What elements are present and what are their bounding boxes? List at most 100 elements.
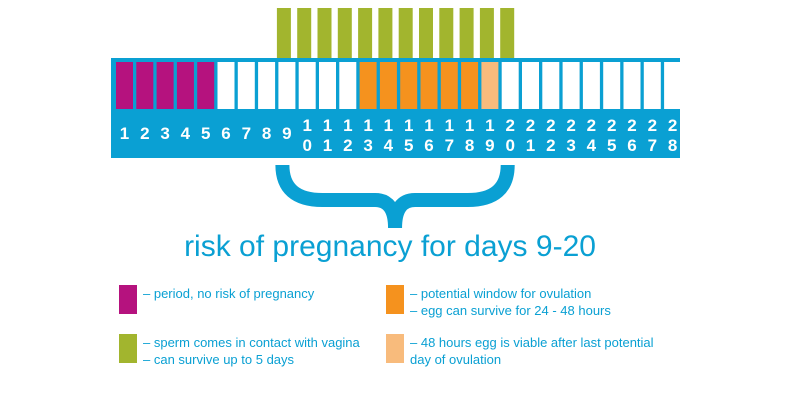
sperm-bar-day-10 bbox=[297, 8, 312, 58]
day-cell-14 bbox=[379, 62, 397, 109]
day-cell-12 bbox=[339, 62, 357, 109]
legend-ovulation: – potential window for ovulation – egg c… bbox=[386, 285, 611, 319]
day-label-28-ones: 8 bbox=[668, 136, 677, 155]
day-label-22-ones: 2 bbox=[546, 136, 555, 155]
legend-sperm-line-2: – can survive up to 5 days bbox=[143, 352, 295, 367]
day-label-15-tens: 1 bbox=[404, 116, 413, 135]
day-label-8: 8 bbox=[262, 124, 271, 143]
legend-period-swatch bbox=[119, 285, 137, 314]
day-label-5: 5 bbox=[201, 124, 210, 143]
day-cell-10 bbox=[298, 62, 316, 109]
sperm-bar-day-19 bbox=[479, 8, 494, 58]
legend-ovulation-line-1: – potential window for ovulation bbox=[410, 286, 592, 301]
sperm-bar-day-12 bbox=[337, 8, 352, 58]
day-label-16-tens: 1 bbox=[424, 116, 433, 135]
legend-period-line-1: – period, no risk of pregnancy bbox=[143, 286, 315, 301]
day-label-23-tens: 2 bbox=[566, 116, 575, 135]
day-cell-5 bbox=[197, 62, 215, 109]
risk-title: risk of pregnancy for days 9-20 bbox=[184, 230, 596, 263]
day-numbers: 1 2 3 4 5 6 7 8 9 1011121314151617181920212223242… bbox=[120, 116, 678, 155]
day-label-25-tens: 2 bbox=[607, 116, 616, 135]
day-cell-9 bbox=[278, 62, 296, 109]
sperm-bar-day-16 bbox=[419, 8, 433, 58]
day-label-18-ones: 8 bbox=[465, 136, 474, 155]
day-cell-22 bbox=[542, 62, 560, 109]
day-label-11-tens: 1 bbox=[323, 116, 332, 135]
day-label-17-tens: 1 bbox=[445, 116, 454, 135]
legend-viable-line-2: day of ovulation bbox=[410, 352, 502, 367]
legend-sperm: – sperm comes in contact with vagina – c… bbox=[119, 334, 360, 368]
day-label-4: 4 bbox=[181, 124, 191, 143]
day-cell-24 bbox=[582, 62, 600, 109]
day-label-13-ones: 3 bbox=[363, 136, 372, 155]
day-label-17-ones: 7 bbox=[445, 136, 454, 155]
day-cell-18 bbox=[461, 62, 479, 109]
day-cell-25 bbox=[603, 62, 621, 109]
day-cell-20 bbox=[501, 62, 519, 109]
day-label-20-ones: 0 bbox=[505, 136, 514, 155]
day-label-27-ones: 7 bbox=[648, 136, 657, 155]
day-label-2: 2 bbox=[140, 124, 149, 143]
day-label-27-tens: 2 bbox=[648, 116, 657, 135]
legend-viable-swatch bbox=[386, 334, 404, 363]
day-label-19-tens: 1 bbox=[485, 116, 494, 135]
day-label-11-ones: 1 bbox=[323, 136, 332, 155]
day-label-10-tens: 1 bbox=[302, 116, 311, 135]
legend-ovulation-line-2: – egg can survive for 24 - 48 hours bbox=[410, 303, 611, 318]
day-label-6: 6 bbox=[221, 124, 230, 143]
day-cell-11 bbox=[319, 62, 336, 109]
day-label-18-tens: 1 bbox=[465, 116, 474, 135]
day-label-25-ones: 5 bbox=[607, 136, 616, 155]
day-label-3: 3 bbox=[160, 124, 169, 143]
legend-sperm-swatch bbox=[119, 334, 137, 363]
day-label-9: 9 bbox=[282, 124, 291, 143]
sperm-bars bbox=[276, 8, 515, 58]
day-label-1: 1 bbox=[120, 124, 129, 143]
day-label-12-ones: 2 bbox=[343, 136, 352, 155]
day-label-26-tens: 2 bbox=[627, 116, 636, 135]
day-cell-27 bbox=[643, 62, 661, 109]
day-cell-1 bbox=[116, 62, 133, 109]
day-label-16-ones: 6 bbox=[424, 136, 433, 155]
sperm-bar-day-13 bbox=[358, 8, 373, 58]
day-cells bbox=[116, 62, 682, 109]
day-cell-26 bbox=[623, 62, 641, 109]
day-cell-28 bbox=[664, 62, 682, 109]
sperm-bar-day-14 bbox=[378, 8, 393, 58]
day-label-24-ones: 4 bbox=[587, 136, 597, 155]
day-cell-15 bbox=[400, 62, 418, 109]
legend-viable: – 48 hours egg is viable after last pote… bbox=[386, 334, 654, 368]
day-label-14-ones: 4 bbox=[384, 136, 394, 155]
day-label-22-tens: 2 bbox=[546, 116, 555, 135]
day-cell-21 bbox=[522, 62, 539, 109]
day-cell-8 bbox=[258, 62, 276, 109]
cycle-diagram: 1 2 3 4 5 6 7 8 9 1011121314151617181920212223242… bbox=[111, 8, 682, 229]
day-label-12-tens: 1 bbox=[343, 116, 352, 135]
day-cell-7 bbox=[237, 62, 255, 109]
day-cell-13 bbox=[359, 62, 377, 109]
day-label-21-ones: 1 bbox=[526, 136, 535, 155]
day-cell-3 bbox=[156, 62, 174, 109]
day-label-20-tens: 2 bbox=[505, 116, 514, 135]
day-label-10-ones: 0 bbox=[302, 136, 311, 155]
sperm-bar-day-20 bbox=[500, 8, 515, 58]
day-label-26-ones: 6 bbox=[627, 136, 636, 155]
sperm-bar-day-11 bbox=[317, 8, 332, 58]
day-label-7: 7 bbox=[242, 124, 251, 143]
sperm-bar-day-17 bbox=[439, 8, 454, 58]
day-label-13-tens: 1 bbox=[363, 116, 372, 135]
day-label-23-ones: 3 bbox=[566, 136, 575, 155]
sperm-bar-day-9 bbox=[276, 8, 291, 58]
day-cell-6 bbox=[217, 62, 235, 109]
day-label-19-ones: 9 bbox=[485, 136, 494, 155]
day-cell-17 bbox=[440, 62, 458, 109]
day-cell-19 bbox=[481, 62, 499, 109]
sperm-bar-day-18 bbox=[459, 8, 474, 58]
day-label-24-tens: 2 bbox=[587, 116, 596, 135]
legend-period: – period, no risk of pregnancy bbox=[119, 285, 314, 314]
day-cell-16 bbox=[420, 62, 438, 109]
day-label-21-tens: 2 bbox=[526, 116, 535, 135]
day-cell-23 bbox=[562, 62, 580, 109]
risk-brace bbox=[275, 164, 515, 229]
day-label-28-tens: 2 bbox=[668, 116, 677, 135]
